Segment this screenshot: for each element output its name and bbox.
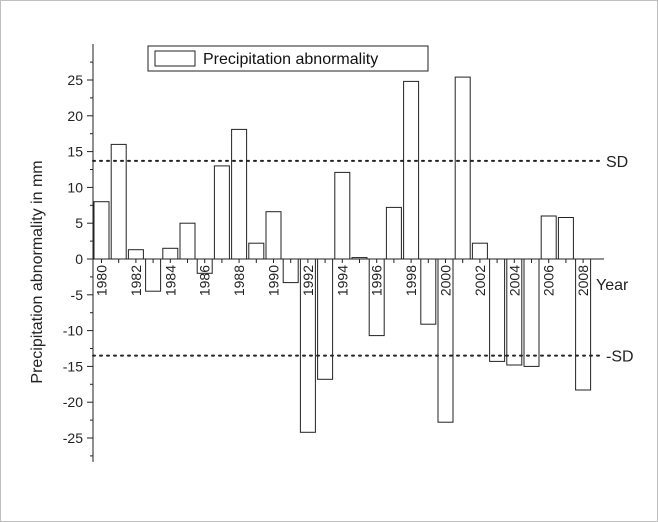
x-tick-label: 1992 [300, 265, 316, 296]
x-tick-label: 1994 [334, 265, 350, 296]
x-tick-label: 2000 [438, 265, 454, 296]
x-tick-label: 1988 [231, 265, 247, 296]
x-tick-label: 1984 [162, 265, 178, 296]
bar-1997 [385, 206, 402, 260]
x-tick-label: 2004 [506, 265, 522, 296]
bar-2001 [454, 76, 471, 260]
y-tick-label: 15 [67, 144, 83, 160]
x-tick-label: 2006 [541, 265, 557, 296]
bar-2002 [471, 242, 488, 260]
bar-1988 [231, 128, 248, 260]
x-tick-label: 1990 [266, 265, 282, 296]
x-tick-label: 1986 [197, 265, 213, 296]
x-tick-label: 2008 [575, 265, 591, 296]
bar-1984 [162, 247, 179, 260]
bar-1989 [248, 242, 265, 260]
bar-2007 [557, 217, 574, 260]
bar-1999 [420, 258, 437, 325]
bar-1990 [265, 211, 282, 260]
bar-1993 [317, 258, 334, 380]
x-tick-label: 1982 [128, 265, 144, 296]
y-tick-label: -15 [63, 358, 83, 374]
x-tick-label: 1998 [403, 265, 419, 296]
y-tick-label: 5 [75, 215, 83, 231]
y-tick-label: 10 [67, 179, 83, 195]
bar-1980 [93, 201, 110, 260]
bar-1985 [179, 222, 196, 260]
y-tick-label: -25 [63, 430, 83, 446]
y-tick-label: 0 [75, 251, 83, 267]
bar-1983 [145, 258, 162, 292]
y-tick-label: 25 [67, 72, 83, 88]
reference-line-label: SD [606, 154, 628, 171]
x-axis-title: Year [596, 277, 629, 294]
bar-1994 [334, 171, 351, 260]
x-tick-label: 2002 [472, 265, 488, 296]
bars-layer [93, 76, 592, 433]
y-tick-label: -20 [63, 394, 83, 410]
bar-2006 [540, 215, 557, 260]
bar-2003 [489, 258, 506, 362]
legend: Precipitation abnormality [147, 45, 429, 72]
bar-2005 [523, 258, 540, 367]
y-tick-label: -5 [71, 287, 84, 303]
y-tick-label: -10 [63, 323, 83, 339]
y-tick-label: 20 [67, 108, 83, 124]
legend-swatch [154, 50, 196, 67]
bar-1998 [403, 80, 420, 260]
bar-1987 [213, 165, 230, 260]
bar-1982 [127, 249, 144, 260]
axis-layer: -25 -20 -15 -10 -5 0 5 10 15 20 25 1980 1982 1984 1986… [63, 44, 604, 462]
x-tick-label: 1996 [369, 265, 385, 296]
reference-line-label: -SD [606, 349, 634, 366]
y-axis-title: Precipitation abnormality in mm [29, 160, 46, 383]
reference-lines-layer: SD -SD [92, 154, 634, 366]
x-tick-label: 1980 [94, 265, 110, 296]
legend-label: Precipitation abnormality [203, 51, 378, 68]
